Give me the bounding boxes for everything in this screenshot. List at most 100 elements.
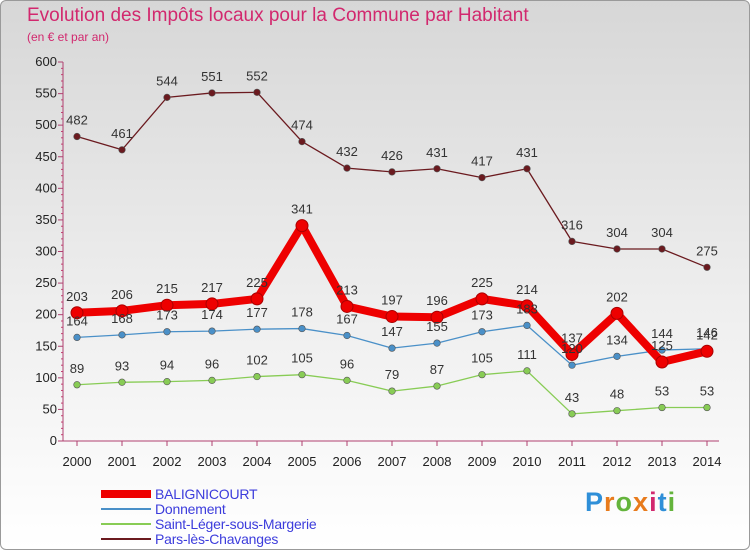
data-point xyxy=(73,381,81,389)
data-label: 225 xyxy=(471,275,493,290)
data-point xyxy=(70,306,84,320)
data-point xyxy=(568,237,576,245)
y-tick-label: 150 xyxy=(35,338,57,353)
data-label: 89 xyxy=(70,361,84,376)
legend-label: Donnement xyxy=(155,501,226,517)
data-point xyxy=(340,299,354,313)
y-tick-label: 0 xyxy=(50,433,57,448)
data-point xyxy=(613,245,621,253)
legend-swatch xyxy=(101,508,151,510)
data-point xyxy=(118,331,126,339)
data-label: 225 xyxy=(246,275,268,290)
data-point xyxy=(343,164,351,172)
data-label: 164 xyxy=(66,313,88,328)
data-point xyxy=(205,297,219,311)
data-label: 206 xyxy=(111,287,133,302)
y-tick-label: 350 xyxy=(35,212,57,227)
proxiti-logo: Proxiti xyxy=(585,487,677,517)
legend-swatch xyxy=(101,523,151,525)
legend-swatch xyxy=(101,490,151,498)
data-point xyxy=(253,325,261,333)
y-tick-label: 200 xyxy=(35,307,57,322)
data-point xyxy=(253,88,261,96)
data-point xyxy=(523,367,531,375)
data-label: 105 xyxy=(291,351,313,366)
data-point xyxy=(295,219,309,233)
data-point xyxy=(115,304,129,318)
y-tick-label: 250 xyxy=(35,275,57,290)
data-label: 53 xyxy=(700,384,714,399)
data-point xyxy=(388,387,396,395)
data-label: 96 xyxy=(340,356,354,371)
data-label: 178 xyxy=(291,305,313,320)
data-label: 432 xyxy=(336,144,358,159)
data-label: 197 xyxy=(381,293,403,308)
data-point xyxy=(160,298,174,312)
series-line xyxy=(76,91,708,268)
data-label: 203 xyxy=(66,289,88,304)
x-tick-label: 2008 xyxy=(423,454,452,469)
data-point xyxy=(658,403,666,412)
x-tick-label: 2003 xyxy=(198,454,227,469)
data-label: 341 xyxy=(291,202,313,217)
data-point xyxy=(118,378,126,386)
x-tick-label: 2010 xyxy=(513,454,542,469)
data-label: 93 xyxy=(115,358,129,373)
data-label: 552 xyxy=(246,68,268,83)
data-point xyxy=(523,321,531,330)
data-point xyxy=(298,137,306,146)
data-label: 431 xyxy=(516,145,538,160)
data-label: 167 xyxy=(336,312,358,327)
data-label: 111 xyxy=(517,347,537,362)
data-label: 214 xyxy=(516,282,538,297)
data-point xyxy=(163,378,171,386)
data-point xyxy=(568,410,576,418)
data-point xyxy=(163,93,171,101)
axes: 0 50 100 150 200 250 300 350 400 450 500 550 600 2000… xyxy=(35,54,721,469)
chart-title: Evolution des Impôts locaux pour la Comm… xyxy=(27,5,529,26)
data-label: 213 xyxy=(336,282,358,297)
x-tick-label: 2004 xyxy=(243,454,272,469)
data-label: 105 xyxy=(471,351,493,366)
x-tick-label: 2011 xyxy=(558,454,586,469)
data-point xyxy=(208,327,216,335)
data-label: 53 xyxy=(655,384,669,399)
x-tick-label: 2013 xyxy=(648,454,677,469)
data-label: 173 xyxy=(156,308,178,323)
data-label: 196 xyxy=(426,293,448,308)
data-point xyxy=(478,371,486,379)
data-point xyxy=(253,372,261,381)
data-label: 94 xyxy=(160,358,174,373)
data-label: 217 xyxy=(201,280,223,295)
data-point xyxy=(388,344,396,352)
data-label: 316 xyxy=(561,217,583,232)
data-point xyxy=(343,376,351,384)
data-label: 304 xyxy=(651,225,673,240)
data-point xyxy=(163,328,171,336)
data-point xyxy=(433,382,441,390)
data-label: 168 xyxy=(111,311,133,326)
x-tick-label: 2001 xyxy=(108,454,137,469)
data-point xyxy=(73,132,81,141)
data-label: 134 xyxy=(606,332,628,347)
x-tick-label: 2012 xyxy=(603,454,632,469)
data-label: 173 xyxy=(471,308,493,323)
y-tick-label: 500 xyxy=(35,117,57,132)
data-label: 174 xyxy=(201,307,223,322)
data-label: 177 xyxy=(246,305,268,320)
y-tick-label: 450 xyxy=(35,149,57,164)
data-label: 202 xyxy=(606,289,628,304)
data-point xyxy=(703,263,711,271)
data-point xyxy=(433,339,441,347)
legend-label: Saint-Léger-sous-Margerie xyxy=(155,516,317,532)
data-label: 461 xyxy=(111,126,133,141)
data-point xyxy=(655,355,669,369)
data-label: 96 xyxy=(205,356,219,371)
data-label: 144 xyxy=(651,326,673,341)
data-label: 43 xyxy=(565,390,579,405)
data-label: 146 xyxy=(696,325,718,340)
chart-subtitle: (en € et par an) xyxy=(27,30,110,44)
data-point xyxy=(700,344,714,358)
data-label: 79 xyxy=(385,367,399,382)
